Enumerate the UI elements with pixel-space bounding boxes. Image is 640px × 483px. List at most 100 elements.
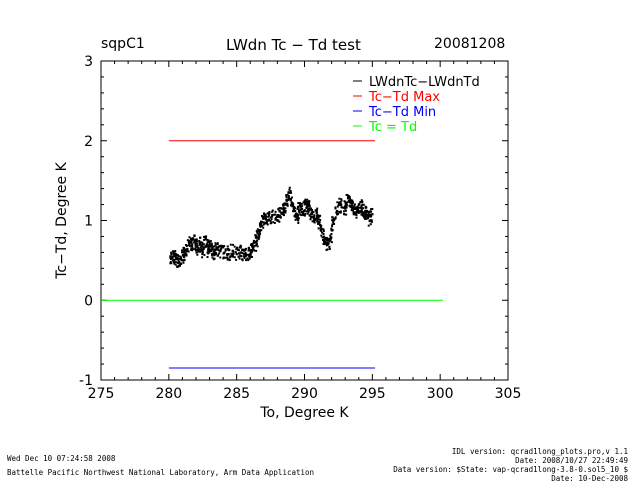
data-point-density bbox=[283, 202, 286, 205]
data-point-density bbox=[343, 200, 346, 203]
data-point-density bbox=[189, 244, 192, 247]
data-point-density bbox=[190, 241, 193, 244]
data-point-density bbox=[310, 212, 313, 215]
data-point-density bbox=[293, 215, 296, 218]
data-point-density bbox=[196, 246, 199, 249]
data-point-density bbox=[201, 244, 204, 247]
data-point-density bbox=[186, 239, 189, 242]
data-point-density bbox=[351, 204, 354, 207]
data-point-density bbox=[211, 254, 214, 257]
data-point-density bbox=[353, 208, 356, 211]
data-point bbox=[247, 253, 251, 256]
data-point-density bbox=[289, 198, 292, 201]
data-point-density bbox=[370, 210, 373, 213]
data-point-density bbox=[203, 235, 206, 238]
data-point-density bbox=[308, 200, 311, 203]
data-point-density bbox=[351, 201, 354, 204]
y-tick-label: -1 bbox=[79, 373, 93, 389]
data-point-density bbox=[326, 239, 329, 242]
data-point-density bbox=[327, 242, 330, 245]
footer-data-version: Data version: $State: vap-qcrad1long-3.8… bbox=[393, 465, 628, 474]
data-point-density bbox=[250, 251, 253, 254]
data-point-density bbox=[360, 213, 363, 216]
data-point-density bbox=[329, 234, 332, 237]
data-point-density bbox=[339, 210, 342, 213]
data-point-density bbox=[249, 244, 252, 247]
data-point-density bbox=[313, 214, 316, 217]
data-point-density bbox=[241, 248, 244, 251]
data-point-density bbox=[254, 234, 257, 237]
data-point-density bbox=[319, 218, 322, 221]
data-point-density bbox=[301, 213, 304, 216]
data-point-density bbox=[369, 223, 372, 226]
data-point-density bbox=[261, 224, 264, 227]
data-point-density bbox=[233, 245, 236, 248]
data-point-density bbox=[244, 247, 247, 250]
x-tick-label: 305 bbox=[495, 386, 522, 402]
data-point-density bbox=[217, 246, 220, 249]
data-point-density bbox=[183, 258, 186, 261]
data-point-density bbox=[299, 208, 302, 211]
data-point-density bbox=[242, 252, 245, 255]
data-point-density bbox=[174, 261, 177, 264]
data-point-density bbox=[331, 228, 334, 231]
data-point-density bbox=[271, 209, 274, 212]
data-point-density bbox=[365, 210, 368, 213]
data-point-density bbox=[232, 243, 235, 246]
data-point-density bbox=[304, 212, 307, 215]
data-point-density bbox=[251, 247, 254, 250]
data-point-density bbox=[280, 211, 283, 214]
data-point-density bbox=[354, 213, 357, 216]
data-point-density bbox=[296, 207, 299, 210]
data-point-density bbox=[251, 245, 254, 248]
data-point-density bbox=[195, 251, 198, 254]
data-point-density bbox=[342, 210, 345, 213]
data-point-density bbox=[368, 211, 371, 214]
data-point-density bbox=[240, 245, 243, 248]
data-point-density bbox=[285, 195, 288, 198]
data-point-density bbox=[301, 208, 304, 211]
data-point-density bbox=[206, 251, 209, 254]
data-point-density bbox=[328, 237, 331, 240]
data-point bbox=[223, 251, 226, 254]
data-point-density bbox=[173, 254, 176, 257]
data-point bbox=[363, 215, 366, 218]
data-point-density bbox=[313, 217, 316, 220]
data-point-density bbox=[285, 194, 288, 197]
data-point-density bbox=[336, 201, 339, 204]
data-point-density bbox=[198, 243, 201, 246]
data-point-density bbox=[259, 230, 262, 233]
data-point-density bbox=[303, 203, 306, 206]
data-point-density bbox=[277, 219, 280, 222]
data-point-density bbox=[176, 261, 179, 264]
data-point bbox=[315, 211, 318, 214]
data-point-density bbox=[328, 245, 331, 248]
data-point-density bbox=[352, 212, 355, 215]
data-point-density bbox=[353, 205, 356, 208]
data-point-density bbox=[226, 258, 229, 261]
data-point-density bbox=[287, 197, 290, 200]
data-point-density bbox=[306, 206, 309, 209]
data-point-density bbox=[292, 202, 295, 205]
footer-timestamp: Wed Dec 10 07:24:58 2008 bbox=[7, 454, 116, 463]
data-point-density bbox=[191, 247, 194, 250]
data-point bbox=[321, 231, 324, 234]
data-point-density bbox=[287, 195, 290, 198]
data-point-density bbox=[300, 214, 303, 217]
data-point-density bbox=[251, 256, 254, 259]
data-point-density bbox=[290, 204, 293, 207]
data-point-density bbox=[255, 230, 258, 233]
data-point-density bbox=[333, 222, 336, 225]
data-point-density bbox=[316, 222, 319, 225]
data-point-density bbox=[235, 252, 238, 255]
data-point-density bbox=[357, 206, 360, 209]
data-point-density bbox=[211, 256, 214, 259]
data-point-density bbox=[264, 217, 267, 220]
data-point-density bbox=[312, 211, 315, 214]
data-point-density bbox=[214, 244, 217, 247]
data-point-density bbox=[248, 249, 251, 252]
data-point-density bbox=[206, 243, 209, 246]
data-point-density bbox=[180, 258, 183, 261]
data-point-density bbox=[274, 213, 277, 216]
data-point-density bbox=[282, 206, 285, 209]
